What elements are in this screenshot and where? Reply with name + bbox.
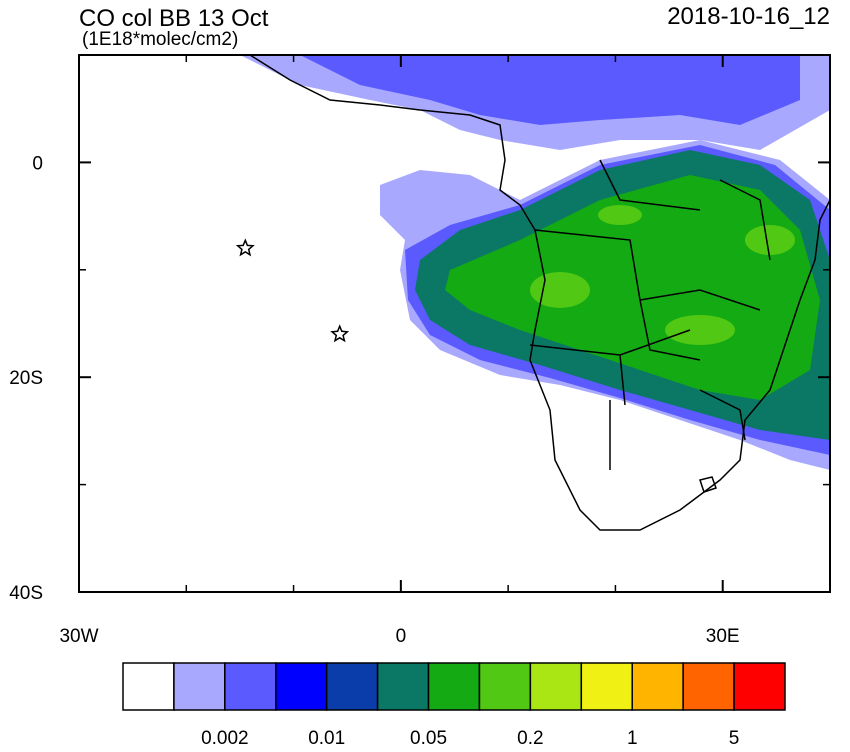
colorbar-box bbox=[376, 662, 430, 711]
axes: 30W 0 30E 0 20S 40S bbox=[9, 55, 831, 647]
colorbar-box bbox=[427, 662, 481, 711]
y-tick-label: 20S bbox=[9, 368, 43, 389]
y-tick-label: 0 bbox=[32, 153, 43, 174]
colorbar-box bbox=[631, 662, 684, 711]
colorbar-label: 0.2 bbox=[517, 728, 543, 747]
colorbar-box bbox=[733, 662, 786, 711]
x-tick-label: 0 bbox=[396, 626, 407, 647]
colorbar-box bbox=[580, 662, 633, 711]
site-marker bbox=[330, 324, 350, 343]
x-tick-label: 30E bbox=[706, 626, 740, 647]
x-tick-label: 30W bbox=[59, 626, 98, 647]
coastline bbox=[249, 55, 830, 531]
colorbar-label: 5 bbox=[729, 728, 740, 747]
colorbar-label: 0.01 bbox=[308, 728, 345, 747]
y-tick-label: 40S bbox=[9, 583, 43, 604]
title: CO col BB 13 Oct bbox=[79, 5, 269, 32]
colorbar-label: 0.002 bbox=[201, 728, 249, 747]
colorbar-box bbox=[478, 662, 532, 711]
colorbar-box bbox=[224, 662, 277, 711]
colorbar: 0.002 0.01 0.05 0.2 1 5 bbox=[122, 662, 786, 749]
colorbar-box bbox=[325, 662, 379, 711]
site-marker bbox=[235, 238, 255, 257]
field bbox=[240, 55, 830, 470]
date: 2018-10-16_12 bbox=[667, 3, 830, 30]
colorbar-box bbox=[529, 662, 583, 711]
units: (1E18*molec/cm2) bbox=[82, 29, 238, 50]
colorbar-box bbox=[275, 662, 328, 711]
colorbar-box bbox=[122, 662, 175, 711]
colorbar-box bbox=[173, 662, 226, 711]
colorbar-label: 1 bbox=[627, 728, 638, 747]
colorbar-box bbox=[682, 662, 735, 711]
plot-frame bbox=[78, 54, 831, 593]
colorbar-label: 0.05 bbox=[410, 728, 447, 747]
